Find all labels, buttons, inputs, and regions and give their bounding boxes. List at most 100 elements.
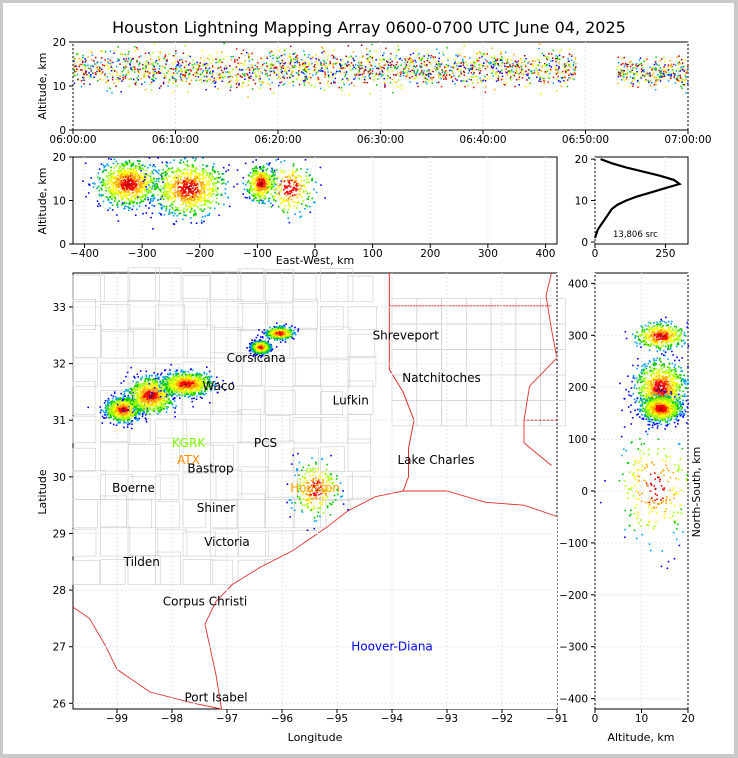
source-point bbox=[518, 84, 520, 86]
source-point bbox=[414, 73, 417, 75]
source-point bbox=[562, 56, 565, 58]
source-point bbox=[366, 81, 369, 84]
source-point bbox=[640, 71, 643, 74]
source-point bbox=[137, 167, 140, 170]
source-point bbox=[124, 176, 127, 178]
source-point bbox=[478, 67, 480, 69]
source-point bbox=[209, 174, 211, 176]
source-point bbox=[244, 162, 247, 165]
source-point bbox=[187, 178, 189, 181]
source-point bbox=[287, 66, 289, 68]
source-point bbox=[295, 207, 298, 209]
source-point bbox=[155, 180, 158, 182]
source-point bbox=[278, 191, 280, 193]
source-point bbox=[290, 76, 292, 79]
source-point bbox=[295, 184, 298, 186]
source-point bbox=[176, 209, 179, 211]
source-point bbox=[133, 66, 136, 68]
source-point bbox=[253, 68, 255, 70]
source-point bbox=[230, 86, 232, 89]
source-point bbox=[146, 70, 149, 73]
source-point bbox=[288, 221, 291, 224]
source-point bbox=[393, 74, 395, 76]
source-point bbox=[169, 189, 171, 191]
source-point bbox=[135, 175, 138, 177]
source-point bbox=[119, 177, 122, 180]
source-point bbox=[192, 164, 194, 167]
source-point bbox=[163, 214, 166, 216]
source-point bbox=[276, 193, 278, 195]
source-point bbox=[375, 59, 377, 61]
source-point bbox=[299, 216, 301, 219]
source-point bbox=[285, 71, 287, 73]
source-point bbox=[567, 64, 570, 66]
source-point bbox=[308, 64, 310, 66]
source-point bbox=[168, 209, 171, 211]
source-point bbox=[252, 181, 254, 183]
source-point bbox=[139, 68, 141, 70]
source-point bbox=[629, 61, 631, 63]
source-point bbox=[209, 71, 211, 73]
source-point bbox=[622, 62, 624, 65]
source-point bbox=[158, 177, 161, 180]
source-point bbox=[202, 178, 205, 181]
source-point bbox=[125, 169, 127, 172]
source-point bbox=[124, 172, 126, 175]
source-point bbox=[362, 67, 364, 70]
source-point bbox=[458, 70, 460, 72]
source-point bbox=[75, 74, 78, 77]
source-point bbox=[257, 180, 259, 183]
source-point bbox=[479, 77, 481, 79]
source-point bbox=[520, 65, 522, 68]
source-point bbox=[216, 197, 218, 199]
source-point bbox=[470, 67, 473, 69]
source-point bbox=[143, 182, 145, 185]
source-point bbox=[192, 166, 195, 169]
source-point bbox=[622, 71, 624, 73]
source-point bbox=[207, 181, 210, 184]
source-point bbox=[208, 58, 211, 61]
source-point bbox=[632, 85, 634, 87]
source-point bbox=[501, 62, 503, 64]
source-point bbox=[80, 85, 83, 88]
source-point bbox=[308, 61, 310, 64]
source-point bbox=[255, 165, 257, 168]
source-point bbox=[569, 77, 572, 79]
source-point bbox=[254, 184, 257, 186]
source-point bbox=[446, 71, 449, 73]
source-point bbox=[299, 187, 302, 190]
source-point bbox=[180, 79, 183, 81]
source-point bbox=[184, 172, 186, 175]
source-point bbox=[260, 186, 263, 189]
source-point bbox=[174, 212, 176, 215]
source-point bbox=[442, 54, 445, 56]
source-point bbox=[185, 72, 187, 75]
source-point bbox=[209, 202, 212, 205]
source-point bbox=[190, 202, 192, 205]
source-point bbox=[182, 74, 185, 76]
source-point bbox=[152, 72, 155, 74]
source-point bbox=[548, 77, 550, 79]
source-point bbox=[248, 182, 251, 184]
source-point bbox=[187, 186, 189, 188]
source-point bbox=[194, 193, 197, 195]
source-point bbox=[109, 59, 111, 62]
source-point bbox=[267, 180, 270, 183]
source-point bbox=[108, 186, 111, 188]
source-point bbox=[283, 49, 286, 52]
source-point bbox=[511, 66, 513, 68]
source-point bbox=[296, 62, 299, 64]
source-point bbox=[505, 82, 508, 84]
source-point bbox=[261, 81, 263, 83]
source-point bbox=[184, 192, 186, 194]
source-point bbox=[246, 188, 248, 191]
source-point bbox=[494, 63, 497, 65]
source-point bbox=[261, 182, 263, 185]
source-point bbox=[269, 50, 271, 53]
source-point bbox=[280, 66, 283, 68]
source-point bbox=[287, 185, 289, 188]
source-point bbox=[267, 200, 270, 203]
source-point bbox=[304, 76, 306, 78]
source-point bbox=[117, 171, 119, 174]
source-point bbox=[118, 200, 120, 202]
